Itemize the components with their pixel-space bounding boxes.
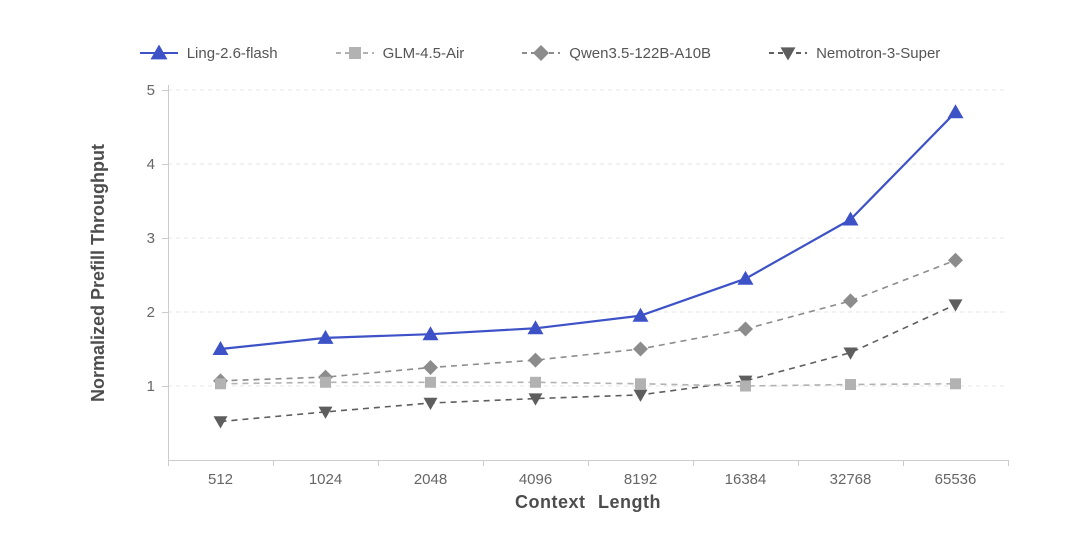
x-tick-labels: 512 1024 2048 4096 8192 16384 32768 65536 <box>208 471 976 488</box>
x-tick-label: 1024 <box>309 471 342 488</box>
legend-item-glm-4.5-air[interactable]: GLM-4.5-Air <box>335 44 465 62</box>
series-marker-qwen3.5-122b-a10b <box>423 360 438 375</box>
series-marker-glm-4.5-air <box>425 376 436 388</box>
x-tick-label: 4096 <box>519 471 552 488</box>
diamond-icon <box>522 45 561 61</box>
axis-layer <box>162 85 1009 466</box>
series-line-nemotron-3-super <box>220 303 956 423</box>
triangle-up-icon <box>139 44 178 60</box>
series-marker-nemotron-3-super <box>423 397 438 411</box>
series-marker-glm-4.5-air <box>845 379 856 391</box>
series-marker-ling-2.6-flash <box>317 329 334 344</box>
series-line-glm-4.5-air <box>220 381 956 387</box>
legend-marker <box>348 47 361 59</box>
y-tick-label: 4 <box>147 156 155 173</box>
legend-item-qwen3.5-122b-a10b[interactable]: Qwen3.5-122B-A10B <box>522 44 711 62</box>
series-marker-ling-2.6-flash <box>212 341 229 355</box>
y-axis-title: Normalized Prefill Throughput <box>88 144 108 402</box>
x-tick-label: 32768 <box>830 471 872 488</box>
series-marker-ling-2.6-flash <box>842 211 859 226</box>
x-tick-label: 65536 <box>935 471 977 488</box>
legend-item-ling-2.6-flash[interactable]: Ling-2.6-flash <box>139 44 278 62</box>
series-marker-qwen3.5-122b-a10b <box>843 293 858 309</box>
series-layer <box>212 104 964 429</box>
series-marker-nemotron-3-super <box>843 347 858 360</box>
series-marker-nemotron-3-super <box>948 299 963 312</box>
series-marker-qwen3.5-122b-a10b <box>528 352 543 368</box>
legend-label: Ling-2.6-flash <box>186 44 278 62</box>
x-tick-label: 512 <box>208 471 233 488</box>
triangle-down-icon <box>769 47 808 61</box>
series-line-ling-2.6-flash <box>220 111 957 351</box>
legend-marker <box>780 47 796 61</box>
series-marker-nemotron-3-super <box>318 406 333 419</box>
y-tick-label: 5 <box>147 82 155 99</box>
series-marker-ling-2.6-flash <box>632 307 649 322</box>
x-tick-label: 8192 <box>624 471 657 488</box>
series-marker-qwen3.5-122b-a10b <box>633 341 648 357</box>
series-marker-nemotron-3-super <box>213 416 228 429</box>
series-marker-glm-4.5-air <box>740 380 751 392</box>
grid-layer <box>168 89 1008 387</box>
x-axis-title: Context Length <box>515 492 661 512</box>
y-tick-label: 2 <box>147 304 155 321</box>
y-tick-labels: 1 2 3 4 5 <box>147 82 155 395</box>
x-tick-label: 2048 <box>414 471 447 488</box>
series-marker-glm-4.5-air <box>950 378 961 390</box>
series-line-qwen3.5-122b-a10b <box>220 259 956 382</box>
legend-marker <box>150 44 168 60</box>
series-marker-ling-2.6-flash <box>737 270 754 285</box>
chart-legend: Ling-2.6-flash GLM-4.5-Air Qwen3.5-122B-A1… <box>0 44 1080 62</box>
series-marker-ling-2.6-flash <box>947 104 964 119</box>
series-marker-glm-4.5-air <box>320 376 331 388</box>
series-marker-ling-2.6-flash <box>527 320 544 335</box>
series-marker-glm-4.5-air <box>215 378 226 390</box>
square-icon <box>335 47 374 59</box>
series-marker-qwen3.5-122b-a10b <box>738 321 753 337</box>
legend-marker <box>533 45 550 61</box>
series-marker-ling-2.6-flash <box>422 326 439 341</box>
y-tick-label: 3 <box>147 230 155 247</box>
legend-label: Nemotron-3-Super <box>816 44 941 62</box>
y-tick-label: 1 <box>147 378 155 395</box>
series-marker-nemotron-3-super <box>633 389 648 402</box>
series-marker-glm-4.5-air <box>635 378 646 390</box>
series-marker-glm-4.5-air <box>530 376 541 388</box>
legend-item-nemotron-3-super[interactable]: Nemotron-3-Super <box>769 44 940 62</box>
series-marker-qwen3.5-122b-a10b <box>948 252 963 268</box>
series-marker-nemotron-3-super <box>528 393 543 406</box>
legend-label: GLM-4.5-Air <box>382 44 465 62</box>
legend-label: Qwen3.5-122B-A10B <box>569 44 712 62</box>
x-tick-label: 16384 <box>725 471 767 488</box>
